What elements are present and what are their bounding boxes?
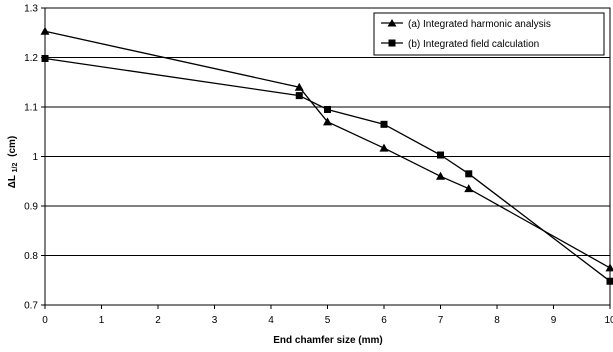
x-tick-label: 3	[212, 315, 218, 326]
x-tick-label: 1	[99, 315, 105, 326]
data-point-triangle	[379, 143, 389, 152]
data-point-square	[437, 151, 444, 159]
series-a	[40, 26, 613, 272]
data-point-square	[295, 92, 303, 100]
data-point-square	[380, 120, 388, 128]
x-axis-title: End chamfer size (mm)	[273, 335, 382, 346]
data-point-square	[324, 105, 331, 113]
data-point-triangle	[436, 171, 445, 180]
x-tick-label: 9	[551, 315, 557, 326]
y-tick-label: 1	[32, 152, 38, 163]
series-layer	[40, 26, 613, 285]
data-point-square	[41, 54, 49, 62]
data-point-triangle	[294, 82, 304, 91]
x-axis-ticks: 0 1 2 3 4 5 6 7 8 9 10	[42, 305, 613, 326]
data-point-square	[465, 170, 473, 178]
x-tick-label: 10	[604, 315, 613, 326]
data-point-triangle	[605, 263, 613, 272]
x-tick-label: 8	[494, 315, 500, 326]
y-tick-label: 0.7	[24, 301, 38, 312]
data-point-triangle	[40, 26, 50, 35]
y-axis-title-subscript: 1/2	[12, 163, 19, 173]
y-axis-title-main: ΔL	[7, 175, 18, 188]
y-axis-ticks: 0.7 0.8 0.9 1 1.1 1.2 1.3	[24, 4, 45, 312]
data-point-triangle	[323, 117, 332, 126]
legend-label-series-a: (a) Integrated harmonic analysis	[408, 19, 551, 30]
legend-marker-triangle	[387, 19, 397, 27]
y-tick-label: 1.1	[24, 103, 38, 114]
legend-box	[373, 12, 605, 56]
x-tick-label: 7	[438, 315, 444, 326]
x-tick-label: 4	[268, 315, 274, 326]
series-b	[41, 54, 613, 285]
y-tick-label: 0.9	[24, 202, 38, 213]
x-tick-label: 5	[325, 315, 331, 326]
x-tick-label: 2	[155, 315, 161, 326]
y-tick-label: 1.2	[24, 53, 38, 64]
y-axis-title-unit: (cm)	[7, 136, 18, 157]
y-tick-label: 1.3	[24, 4, 38, 15]
x-tick-label: 6	[381, 315, 387, 326]
y-axis-title: ΔL 1/2 (cm)	[7, 136, 20, 189]
legend: (a) Integrated harmonic analysis (b) Int…	[373, 12, 605, 56]
legend-marker-square	[388, 39, 396, 47]
data-point-triangle	[464, 184, 474, 193]
y-tick-label: 0.8	[24, 251, 38, 262]
x-tick-label: 0	[42, 315, 48, 326]
data-point-square	[606, 277, 613, 285]
legend-label-series-b: (b) Integrated field calculation	[408, 39, 539, 50]
